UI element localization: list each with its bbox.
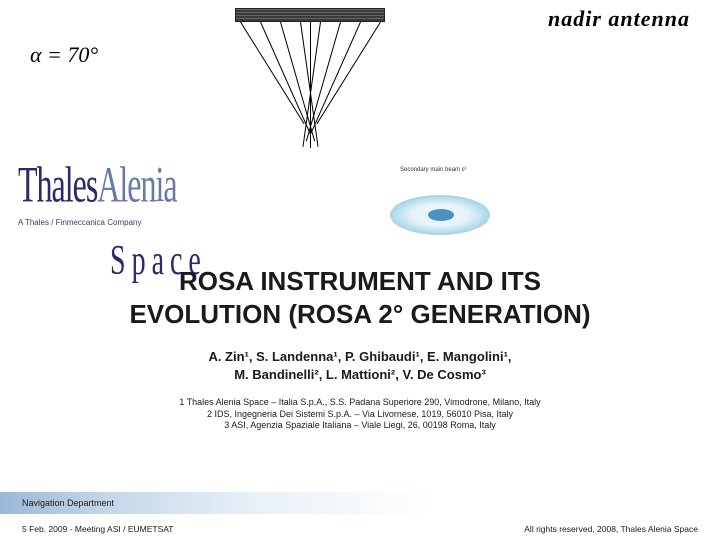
logo-subtitle: A Thales / Finmeccanica Company	[18, 218, 218, 227]
presentation-title: ROSA INSTRUMENT AND ITS EVOLUTION (ROSA …	[40, 265, 680, 330]
alpha-angle-label: α = 70°	[30, 42, 98, 68]
footer-date-meeting: 5 Feb. 2009 - Meeting ASI / EUMETSAT	[22, 524, 174, 534]
affiliation-1: 1 Thales Alenia Space – Italia S.p.A., S…	[179, 397, 540, 407]
department-label: Navigation Department	[22, 498, 114, 508]
title-block: ROSA INSTRUMENT AND ITS EVOLUTION (ROSA …	[0, 265, 720, 432]
affiliation-2: 2 IDS, Ingegneria Dei Sistemi S.p.A. – V…	[207, 409, 513, 419]
footer-band: Navigation Department	[0, 492, 720, 514]
small-beam-figure: Secondary main beam ε²	[380, 165, 500, 245]
footer-copyright: All rights reserved, 2008, Thales Alenia…	[524, 524, 698, 534]
affiliation-3: 3 ASI, Agenzia Spaziale Italiana – Viale…	[224, 420, 496, 430]
nadir-antenna-label: nadir antenna	[548, 6, 690, 32]
authors-line-1: A. Zin¹, S. Landenna¹, P. Ghibaudi¹, E. …	[208, 349, 511, 364]
antenna-cone-diagram	[210, 8, 410, 143]
company-logo: ThalesAlenia A Thales / Finmeccanica Com…	[18, 155, 218, 245]
footer-bottom-line: 5 Feb. 2009 - Meeting ASI / EUMETSAT All…	[0, 524, 720, 534]
beam-figure-label: Secondary main beam ε²	[400, 167, 466, 173]
top-diagram-area: nadir antenna α = 70°	[0, 0, 720, 150]
authors-line-2: M. Bandinelli², L. Mattioni², V. De Cosm…	[234, 367, 486, 382]
affiliation-list: 1 Thales Alenia Space – Italia S.p.A., S…	[40, 397, 680, 432]
antenna-panel	[235, 8, 385, 22]
beam-center	[428, 209, 454, 221]
logo-brand-text: ThalesAlenia	[18, 155, 218, 214]
title-line-1: ROSA INSTRUMENT AND ITS	[179, 266, 541, 296]
author-list: A. Zin¹, S. Landenna¹, P. Ghibaudi¹, E. …	[40, 348, 680, 383]
logo-thales: Thales	[18, 155, 97, 213]
logo-alenia: Alenia	[97, 155, 176, 213]
title-line-2: EVOLUTION (ROSA 2° GENERATION)	[129, 299, 590, 329]
